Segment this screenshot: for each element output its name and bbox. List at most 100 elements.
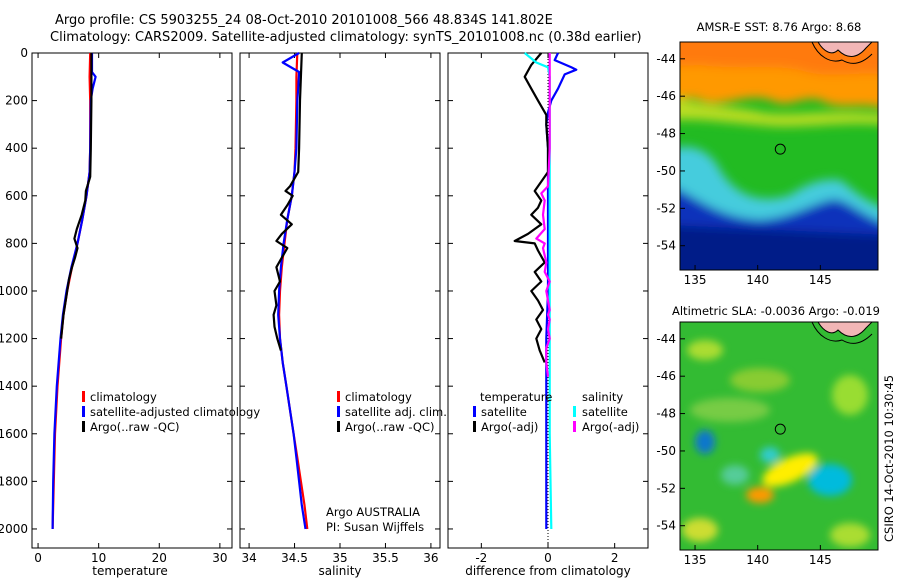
sst-front-region (680, 98, 878, 127)
x-tick-label: 34 (241, 551, 256, 565)
salinity-series (272, 52, 309, 530)
legend-swatch-sal-argo (573, 421, 576, 432)
lat-tick-label: -44 (656, 332, 676, 346)
sst-depth-contour (811, 42, 873, 64)
legend-argo: Argo(..raw -QC) (90, 420, 180, 434)
x-tick-label: 35 (332, 551, 347, 565)
lon-tick-label: 135 (684, 553, 707, 567)
x-tick-label: 20 (152, 551, 167, 565)
x-tick-label: 36 (423, 551, 438, 565)
series-climatology (278, 52, 309, 530)
lat-tick-label: -50 (656, 164, 676, 178)
salinity-panel: 34 34.5 35 35.5 36 salinity climatology sate… (239, 52, 447, 578)
lon-tick-label: 145 (809, 553, 832, 567)
sla-anomaly-negative (808, 464, 852, 496)
lat-tick-label: -50 (656, 444, 676, 458)
legend-swatch-argo (82, 421, 85, 432)
temperature-panel: 0 10 20 30 0 200 400 600 800 1000 1200 1400 1600 1800… (0, 46, 260, 578)
sst-map-ticks: 135 140 145 -44 -46 -48 -50 -52 -54 (656, 52, 831, 287)
series-argo-raw-qc (60, 53, 93, 339)
y-tick-label: 1600 (0, 427, 28, 441)
tasmania-land (817, 322, 873, 337)
tasmania-land (817, 42, 873, 57)
difference-panel: -2 0 2 difference from climatology tempera… (447, 52, 649, 578)
series-temperature-argo-adj (513, 52, 550, 363)
lon-tick-label: 140 (746, 553, 769, 567)
difference-series (513, 52, 578, 530)
sla-anomaly-positive (832, 375, 868, 415)
lat-tick-label: -44 (656, 52, 676, 66)
sla-anomaly-positive (690, 398, 770, 422)
difference-ticks: -2 0 2 (448, 52, 648, 565)
legend-climatology: climatology (90, 390, 157, 404)
sla-anomaly-positive (687, 340, 723, 360)
y-tick-label: 600 (5, 189, 28, 203)
lon-tick-label: 140 (746, 273, 769, 287)
legend-swatch-argo (337, 421, 340, 432)
y-tick-label: 1000 (0, 284, 28, 298)
lon-tick-label: 145 (809, 273, 832, 287)
y-tick-label: 1400 (0, 379, 28, 393)
temperature-xlabel: temperature (92, 564, 167, 578)
sla-anomaly-positive (730, 368, 790, 392)
x-tick-label: 10 (91, 551, 106, 565)
sla-anomaly-high (762, 453, 818, 487)
series-argo-raw-qc (272, 52, 303, 351)
y-tick-label: 800 (5, 236, 28, 250)
temperature-axes-frame (31, 52, 233, 549)
x-tick-label: 35.5 (372, 551, 399, 565)
lat-tick-label: -48 (656, 127, 676, 141)
salinity-xlabel: salinity (318, 564, 361, 578)
pi-label: PI: Susan Wijffels (326, 520, 424, 534)
float-position-marker (774, 423, 786, 435)
salinity-legend: climatology satellite adj. clim. Argo(..… (337, 390, 447, 434)
x-tick-label: 30 (212, 551, 227, 565)
legend-climatology: climatology (345, 390, 412, 404)
lon-tick-label: 135 (684, 273, 707, 287)
legend-satellite-adjusted: satellite-adjusted climatology (90, 405, 260, 419)
legend-temperature-title: temperature (480, 390, 552, 404)
footer-credit: CSIRO 14-Oct-2010 10:30:45 (882, 375, 896, 542)
lat-tick-label: -46 (656, 89, 676, 103)
series-climatology (51, 52, 92, 530)
legend-argo: Argo(..raw -QC) (345, 420, 435, 434)
legend-swatch-climatology (337, 391, 340, 402)
sla-anomaly-positive (830, 523, 870, 547)
agency-label: Argo AUSTRALIA (326, 505, 420, 519)
sla-anomaly-negative (760, 447, 780, 463)
salinity-ticks: 34 34.5 35 35.5 36 (240, 52, 440, 565)
x-tick-label: 2 (611, 551, 619, 565)
lat-tick-label: -54 (656, 519, 676, 533)
legend-sal-argo: Argo(-adj) (582, 420, 639, 434)
legend-satellite-adj: satellite adj. clim. (345, 405, 447, 419)
temperature-series (51, 52, 97, 530)
difference-legend: temperature satellite Argo(-adj) salinit… (473, 390, 639, 434)
x-tick-label: 34.5 (281, 551, 308, 565)
sla-anomaly-lowest (695, 430, 715, 454)
series-salinity-argo-adj (535, 53, 551, 377)
x-tick-label: 0 (34, 551, 42, 565)
sla-field (680, 322, 878, 550)
legend-swatch-temp-argo (473, 421, 476, 432)
lat-tick-label: -52 (656, 201, 676, 215)
y-tick-label: 200 (5, 94, 28, 108)
float-position-marker (774, 143, 786, 155)
legend-temp-argo: Argo(-adj) (481, 420, 538, 434)
y-tick-label: 1800 (0, 474, 28, 488)
legend-swatch-climatology (82, 391, 85, 402)
series-satellite-adj-clim (277, 52, 307, 530)
temperature-ticks: 0 10 20 30 0 200 400 600 800 1000 1200 1400 1600 1800… (0, 46, 232, 565)
title-line-2: Climatology: CARS2009. Satellite-adjuste… (50, 30, 642, 45)
y-tick-label: 400 (5, 141, 28, 155)
sst-coldest-region (680, 225, 878, 270)
y-tick-label: 2000 (0, 522, 28, 536)
sst-map-panel: AMSR-E SST: 8.76 Argo: 8.68 135 140 145 -44… (656, 20, 879, 287)
sla-map-panel: Altimetric SLA: -0.0036 Argo: -0.019 1 (656, 304, 880, 567)
sst-map-frame (679, 41, 879, 271)
lat-tick-label: -54 (656, 239, 676, 253)
series-satellite-adjusted-climatology (51, 53, 97, 530)
sla-depth-contour (811, 322, 873, 344)
difference-xlabel: difference from climatology (465, 564, 631, 578)
sst-field (680, 42, 878, 270)
